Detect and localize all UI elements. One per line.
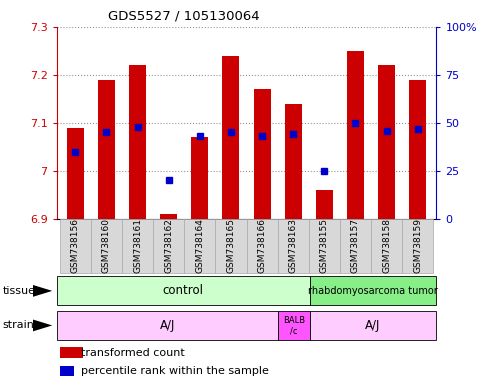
Bar bbox=[409, 79, 426, 219]
Text: A/J: A/J bbox=[160, 319, 175, 332]
Bar bbox=[153, 219, 184, 273]
Bar bbox=[122, 219, 153, 273]
Text: GSM738164: GSM738164 bbox=[195, 218, 204, 273]
Bar bbox=[98, 79, 115, 219]
Bar bbox=[253, 89, 271, 219]
Text: GSM738159: GSM738159 bbox=[413, 218, 422, 273]
Text: GSM738161: GSM738161 bbox=[133, 218, 142, 273]
Text: A/J: A/J bbox=[365, 319, 381, 332]
Bar bbox=[222, 56, 240, 219]
Bar bbox=[129, 65, 146, 219]
Bar bbox=[215, 219, 246, 273]
Text: GSM738158: GSM738158 bbox=[382, 218, 391, 273]
Text: GSM738156: GSM738156 bbox=[71, 218, 80, 273]
Text: transformed count: transformed count bbox=[81, 348, 185, 358]
Bar bbox=[61, 347, 83, 358]
Bar bbox=[61, 366, 74, 376]
Bar bbox=[57, 276, 310, 305]
Bar bbox=[309, 219, 340, 273]
Bar bbox=[402, 219, 433, 273]
Text: GSM738163: GSM738163 bbox=[289, 218, 298, 273]
Bar bbox=[316, 190, 333, 219]
Bar bbox=[191, 137, 209, 219]
Text: control: control bbox=[163, 285, 204, 297]
Bar bbox=[284, 104, 302, 219]
Bar bbox=[61, 348, 74, 358]
Bar bbox=[246, 219, 278, 273]
Polygon shape bbox=[33, 285, 52, 297]
Text: strain: strain bbox=[2, 320, 35, 331]
Bar bbox=[67, 127, 84, 219]
Bar bbox=[310, 276, 436, 305]
Bar bbox=[278, 219, 309, 273]
Bar bbox=[378, 65, 395, 219]
Bar bbox=[91, 219, 122, 273]
Bar bbox=[340, 219, 371, 273]
Text: GSM738157: GSM738157 bbox=[351, 218, 360, 273]
Text: BALB
/c: BALB /c bbox=[283, 316, 305, 335]
Bar bbox=[347, 51, 364, 219]
Text: GSM738165: GSM738165 bbox=[226, 218, 236, 273]
Polygon shape bbox=[33, 319, 52, 331]
Text: GDS5527 / 105130064: GDS5527 / 105130064 bbox=[108, 10, 260, 23]
Bar bbox=[184, 219, 215, 273]
Bar bbox=[310, 311, 436, 340]
Text: percentile rank within the sample: percentile rank within the sample bbox=[81, 366, 269, 376]
Bar bbox=[278, 311, 310, 340]
Text: GSM738166: GSM738166 bbox=[257, 218, 267, 273]
Text: tissue: tissue bbox=[2, 286, 35, 296]
Bar bbox=[57, 311, 278, 340]
Bar bbox=[160, 214, 177, 219]
Text: GSM738160: GSM738160 bbox=[102, 218, 111, 273]
Bar bbox=[60, 219, 91, 273]
Bar bbox=[371, 219, 402, 273]
Text: rhabdomyosarcoma tumor: rhabdomyosarcoma tumor bbox=[308, 286, 438, 296]
Text: GSM738155: GSM738155 bbox=[320, 218, 329, 273]
Text: GSM738162: GSM738162 bbox=[164, 218, 173, 273]
